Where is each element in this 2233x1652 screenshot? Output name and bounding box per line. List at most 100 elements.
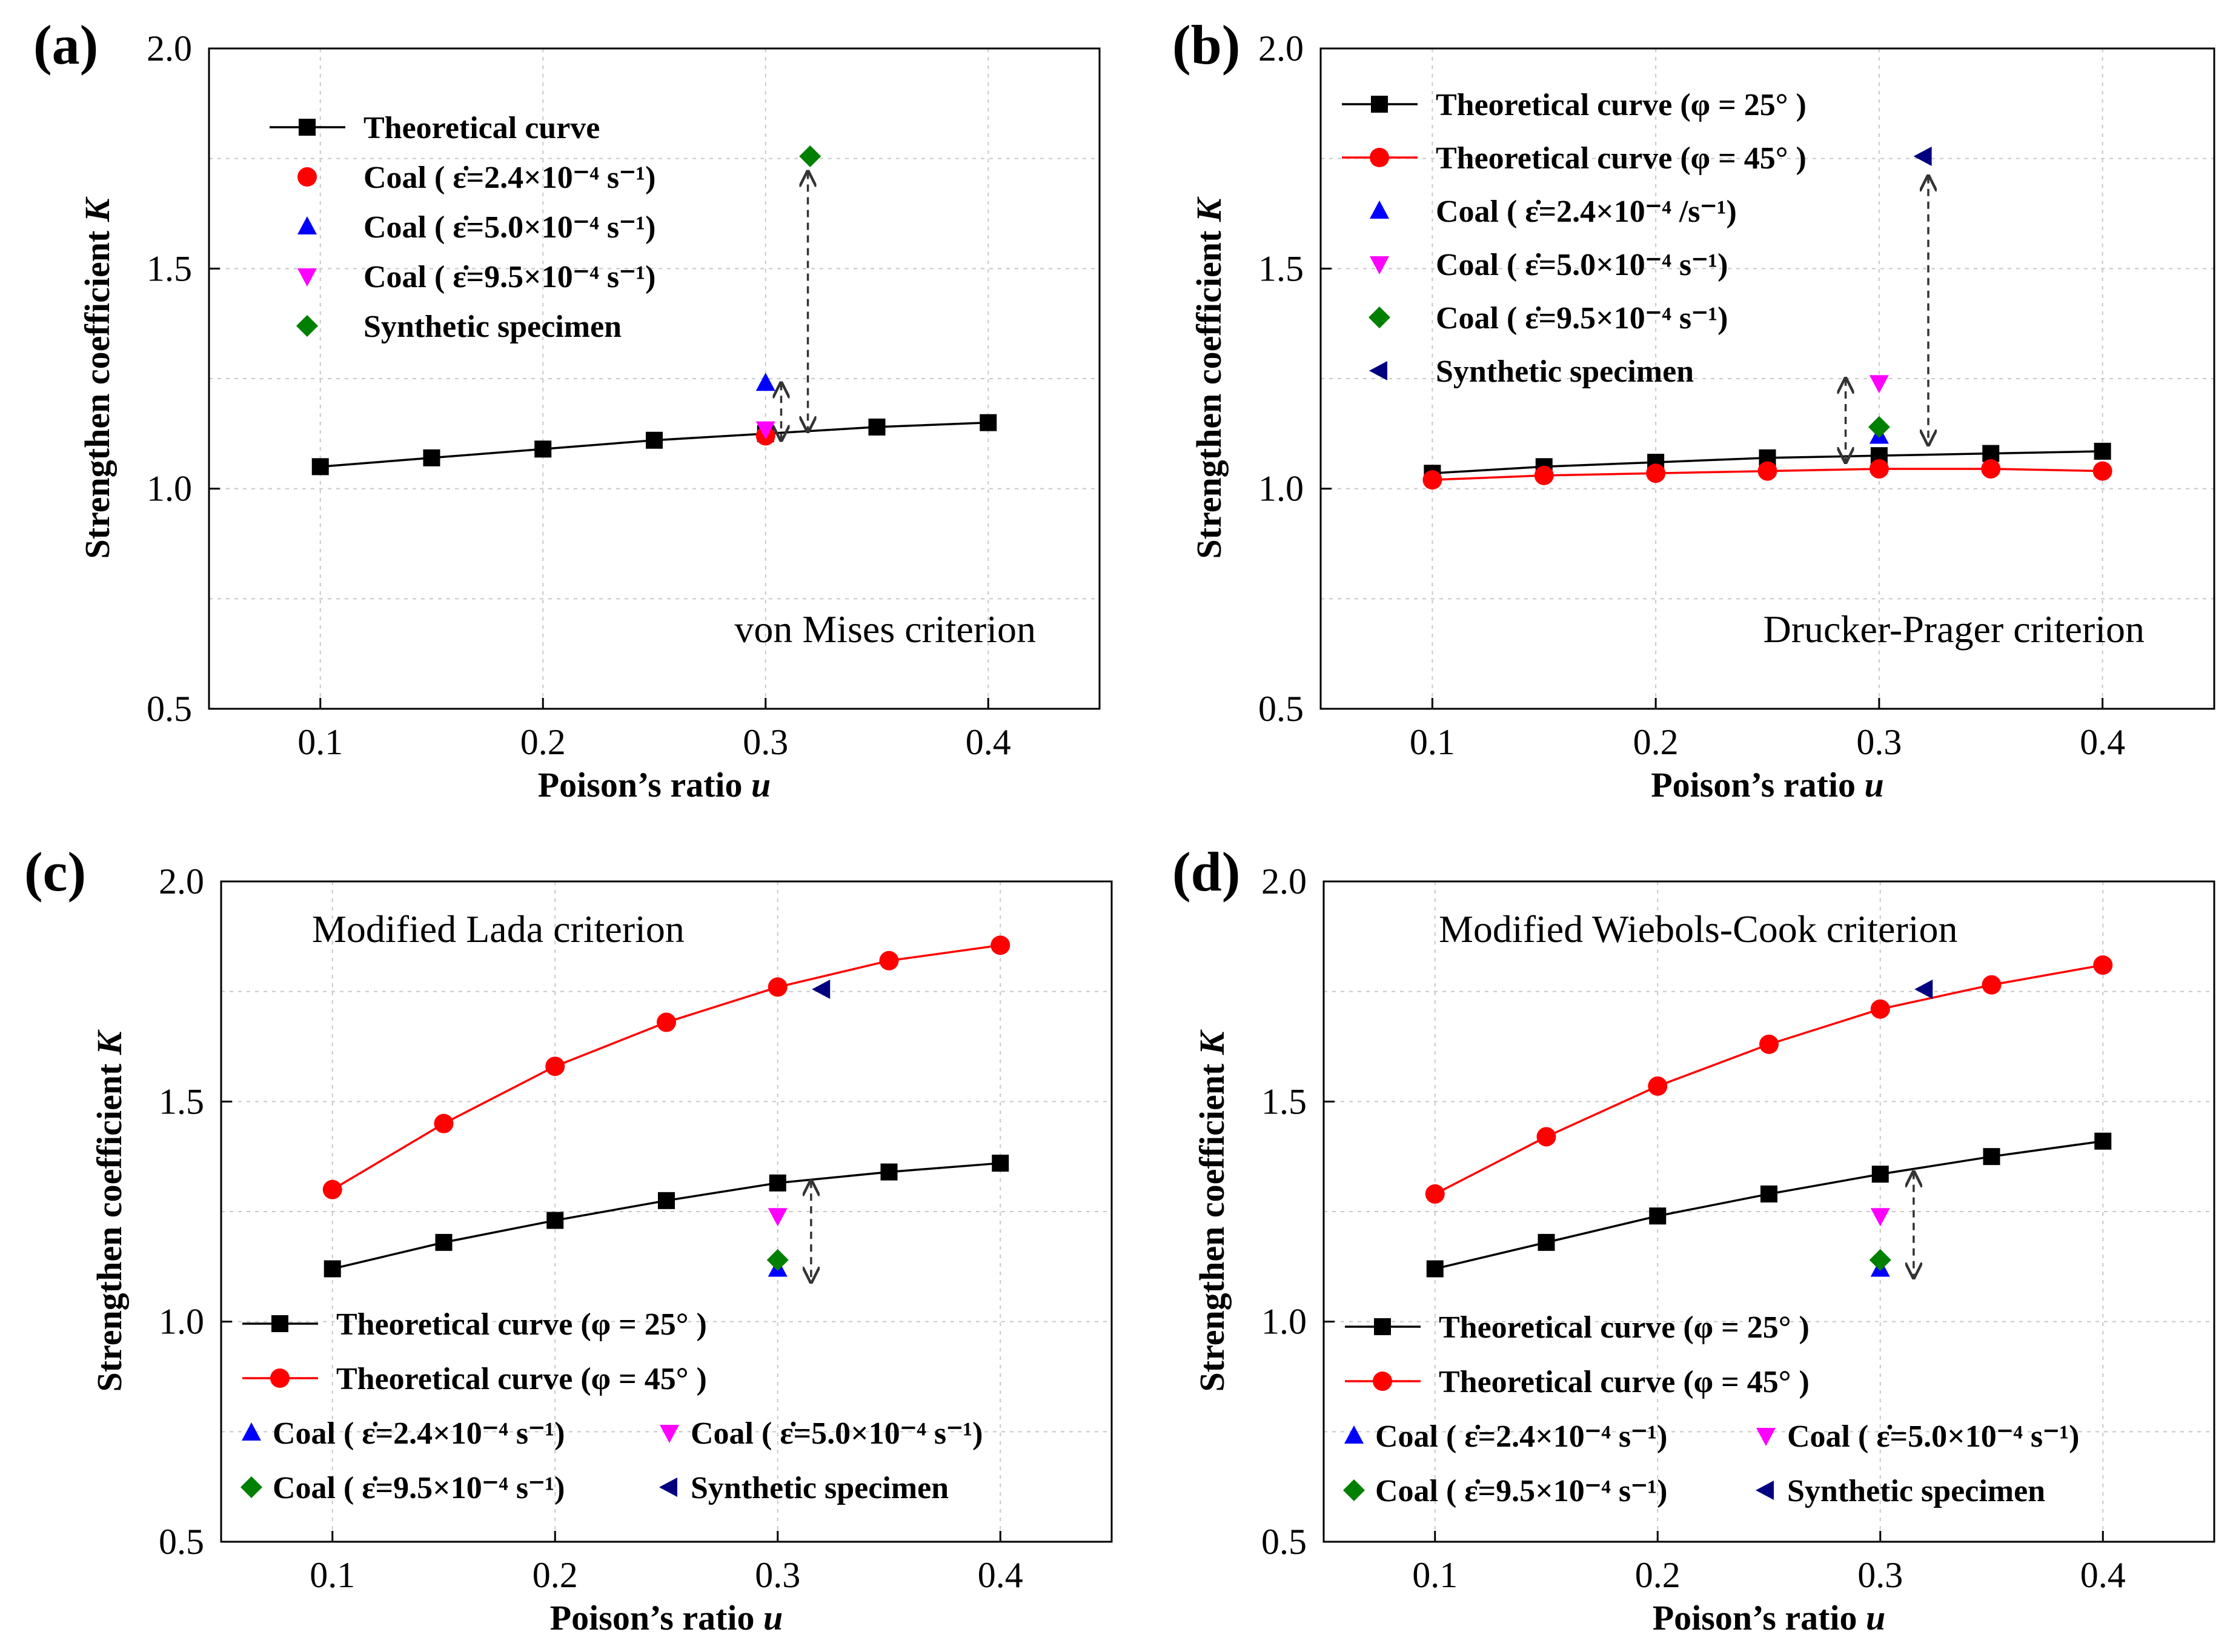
series-1-point <box>434 1113 454 1133</box>
x-tick-label: 0.1 <box>310 1555 355 1595</box>
y-tick-label: 2.0 <box>1258 28 1304 68</box>
series-1-point <box>1981 459 2001 479</box>
series-0-point <box>1982 445 2000 462</box>
legend-marker <box>299 119 316 136</box>
legend-label: Coal ( ε̇=9.5×10⁻⁴ s⁻¹) <box>1375 1474 1667 1508</box>
x-tick-label: 0.4 <box>978 1555 1023 1595</box>
legend-label: Coal ( ε̇=5.0×10⁻⁴ s⁻¹) <box>691 1416 983 1451</box>
y-axis-title: Strengthen coefficient K <box>1189 196 1229 559</box>
x-tick-label: 0.1 <box>1412 1555 1458 1595</box>
criterion-annotation: Modified Lada criterion <box>312 907 685 950</box>
data-point-1 <box>1869 375 1889 394</box>
legend-marker <box>1343 1479 1365 1501</box>
x-tick-label: 0.1 <box>1410 722 1455 762</box>
y-tick-label: 1.5 <box>1258 248 1304 288</box>
series-line-1 <box>1434 964 2103 1195</box>
panel-label: (b) <box>1172 14 1240 76</box>
x-axis-title-text: Poison’s ratio <box>550 1598 755 1637</box>
series-1-point <box>657 1012 676 1032</box>
legend-label: Synthetic specimen <box>363 310 622 344</box>
data-point-2 <box>1868 416 1890 438</box>
y-axis-title-text: Strengthen coefficient <box>1189 230 1229 559</box>
series-line-1 <box>331 944 1001 1191</box>
x-axis-title-text: Poison’s ratio <box>1651 765 1856 804</box>
legend-marker <box>242 1422 261 1441</box>
legend-label: Theoretical curve (φ = 45° ) <box>1436 141 1807 176</box>
legend-marker <box>1373 1372 1392 1391</box>
panel-label: (a) <box>33 14 98 76</box>
x-tick-label: 0.4 <box>2080 722 2125 762</box>
legend-label: Theoretical curve <box>363 111 600 145</box>
series-0-point <box>769 1174 786 1192</box>
legend-label: Coal ( ε̇=2.4×10⁻⁴ s⁻¹) <box>363 161 655 195</box>
data-point-2 <box>755 421 775 440</box>
plot-area-frame <box>1319 47 2215 710</box>
series-1-point <box>2093 955 2113 975</box>
legend-label: Theoretical curve (φ = 25° ) <box>336 1307 707 1342</box>
x-tick-label: 0.4 <box>966 722 1011 762</box>
chart-panel-0: 0.1 0.2 0.3 0.4 0.5 1.0 1.5 2.0 Poison’s ratio u… <box>33 14 1101 804</box>
legend-marker <box>1370 256 1389 274</box>
series-0-point <box>2094 1132 2112 1150</box>
legend-marker <box>1369 361 1387 380</box>
y-tick-label: 1.0 <box>1261 1302 1307 1342</box>
x-tick-label: 0.3 <box>755 1555 800 1595</box>
legend-label: Coal ( ε̇=2.4×10⁻⁴ s⁻¹) <box>1375 1419 1667 1454</box>
y-axis-title-text: Strengthen coefficient <box>1192 1063 1232 1392</box>
plot-area-frame <box>220 880 1113 1543</box>
series-0-point <box>646 431 663 449</box>
y-tick-label: 1.0 <box>159 1302 204 1342</box>
series-0-point <box>658 1192 675 1209</box>
y-tick-label: 1.0 <box>1258 469 1304 509</box>
x-tick-label: 0.2 <box>1633 722 1679 762</box>
chart-panel-3: 0.1 0.2 0.3 0.4 0.5 1.0 1.5 2.0 Poison’s ratio u… <box>1172 841 2215 1637</box>
series-0-point <box>1871 1166 1889 1183</box>
legend-marker <box>270 1368 290 1388</box>
y-axis-title-text: Strengthen coefficient <box>78 230 117 559</box>
legend-label: Coal ( ε̇=5.0×10⁻⁴ s⁻¹) <box>363 210 655 245</box>
series-0-point <box>1983 1148 2000 1166</box>
series-1-point <box>1869 459 1889 479</box>
x-axis-title-text: Poison’s ratio <box>1653 1598 1857 1637</box>
y-axis-variable: K <box>1192 1029 1232 1055</box>
legend-marker <box>296 315 318 337</box>
legend-marker <box>1344 1425 1364 1444</box>
legend-marker <box>1370 148 1389 167</box>
series-1-point <box>990 935 1010 955</box>
series-1-point <box>1759 1034 1779 1054</box>
series-0-point <box>1538 1233 1555 1251</box>
y-axis-title-text: Strengthen coefficient <box>90 1063 129 1392</box>
legend-label: Synthetic specimen <box>691 1471 949 1505</box>
series-0-point <box>423 449 440 466</box>
series-1-point <box>768 977 788 997</box>
x-axis-title: Poison’s ratio u <box>1653 1598 1886 1637</box>
x-axis-title-text: Poison’s ratio <box>538 765 743 804</box>
legend-label: Coal ( ε̇=5.0×10⁻⁴ s⁻¹) <box>1436 248 1728 282</box>
legend-label: Coal ( ε̇=2.4×10⁻⁴ /s⁻¹) <box>1436 194 1737 229</box>
legend-marker <box>1756 1481 1774 1500</box>
x-tick-label: 0.2 <box>520 722 566 762</box>
x-axis-variable: u <box>1866 1598 1885 1637</box>
legend-marker <box>1756 1428 1776 1446</box>
legend-marker <box>660 1425 679 1443</box>
legend-marker <box>241 1476 262 1498</box>
y-tick-label: 2.0 <box>1261 861 1307 901</box>
series-1-point <box>1870 999 1890 1019</box>
x-axis-title: Poison’s ratio u <box>550 1598 783 1637</box>
data-point-3 <box>1913 147 1932 167</box>
y-tick-label: 2.0 <box>159 861 204 901</box>
legend-marker <box>659 1478 677 1497</box>
y-tick-label: 1.5 <box>1261 1081 1307 1121</box>
data-point-2 <box>766 1249 789 1271</box>
series-1-point <box>1536 1127 1556 1147</box>
plot-area-frame <box>1322 880 2215 1543</box>
series-1-point <box>1982 975 2002 995</box>
chart-panel-2: 0.1 0.2 0.3 0.4 0.5 1.0 1.5 2.0 Poison’s ratio u… <box>24 841 1113 1637</box>
y-axis-title: Strengthen coefficient K <box>78 196 117 559</box>
x-axis-variable: u <box>751 765 771 804</box>
legend-marker <box>1370 201 1389 219</box>
legend-label: Coal ( ε̇=9.5×10⁻⁴ s⁻¹) <box>273 1471 565 1505</box>
y-axis-variable: K <box>1189 196 1229 222</box>
legend-marker <box>1369 307 1390 328</box>
x-axis-variable: u <box>763 1598 783 1637</box>
